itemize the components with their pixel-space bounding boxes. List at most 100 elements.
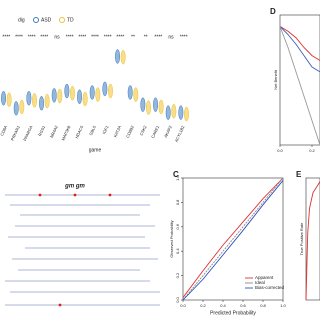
violin <box>184 106 189 122</box>
significance: **** <box>91 34 99 40</box>
point <box>58 303 62 307</box>
significance: **** <box>78 34 86 40</box>
line <box>305 181 320 301</box>
nomogram <box>5 193 160 307</box>
x-tick-label: KAT2A <box>112 124 122 138</box>
violin <box>102 81 108 97</box>
violin <box>178 105 184 120</box>
violin <box>13 101 19 116</box>
significance: **** <box>116 34 124 40</box>
violin <box>32 93 37 108</box>
x-tick-label: NR4A2 <box>49 124 59 139</box>
plot-frame <box>305 177 320 301</box>
panel-label: D <box>270 7 276 16</box>
line <box>279 26 320 73</box>
significance: **** <box>180 34 188 40</box>
violin <box>57 88 63 104</box>
significance: **** <box>154 34 162 40</box>
x-tick-label: PRKAR1 <box>10 124 22 141</box>
x-tick-label: RGS1 <box>37 124 46 137</box>
significance: ns <box>54 34 60 40</box>
x-tick-label: CD8A <box>0 124 8 136</box>
significance: ** <box>131 34 135 40</box>
significance: **** <box>40 34 48 40</box>
x-tick-label: 0.8 <box>260 303 266 308</box>
violin <box>19 99 25 115</box>
point <box>38 193 42 197</box>
legend-label: Ideal <box>255 280 265 285</box>
x-tick-label: CARE1 <box>150 124 160 139</box>
violin <box>6 92 12 107</box>
legend-label: Apparent <box>255 275 274 280</box>
violin <box>108 83 113 99</box>
violin <box>95 87 101 102</box>
panel-label: C <box>173 170 179 179</box>
x-axis-title: Predicted Probability <box>210 310 256 316</box>
x-tick-label: IGF1 <box>101 124 110 135</box>
x-tick-label: ACYL1B2 <box>174 124 186 143</box>
x-tick-label: 0.2 <box>309 148 315 153</box>
x-axis-title: game <box>89 147 102 153</box>
x-tick-label: PPARGA <box>22 124 34 141</box>
legend-swatch <box>33 17 39 23</box>
x-tick-label: 1.0 <box>280 303 286 308</box>
y-tick-label: 0.0 <box>175 296 180 302</box>
violin <box>120 49 126 65</box>
plot-frame <box>182 177 284 301</box>
violin <box>140 97 146 112</box>
violin <box>1 90 6 106</box>
violin <box>115 49 120 64</box>
y-tick-label: 0.6 <box>175 223 180 229</box>
x-tick-label: 0.2 <box>200 303 206 308</box>
violin <box>171 103 177 119</box>
line <box>279 25 320 61</box>
x-tick-label: 0.4 <box>220 303 226 308</box>
significance: **** <box>2 34 10 40</box>
significance: **** <box>104 34 112 40</box>
violin <box>82 91 88 107</box>
panel-label: E <box>296 170 302 179</box>
legend-title: dig <box>18 17 25 23</box>
violin <box>51 88 57 103</box>
violin <box>89 85 95 100</box>
y-tick-label: 0.8 <box>175 199 180 205</box>
significance: **** <box>15 34 23 40</box>
legend-label: ASD <box>41 17 52 23</box>
y-axis-title: Net Benefit <box>273 69 278 90</box>
line <box>182 177 284 301</box>
y-tick-label: 1.0 <box>175 174 180 180</box>
violin <box>26 90 32 106</box>
violin <box>39 96 44 111</box>
point <box>108 193 112 197</box>
significance: **** <box>28 34 36 40</box>
legend-label: TD <box>67 17 74 23</box>
violin <box>70 85 75 101</box>
y-tick-label: 0.4 <box>175 248 180 254</box>
violin <box>158 99 164 115</box>
significance: **** <box>66 34 74 40</box>
x-tick-label: 0.6 <box>240 303 246 308</box>
y-axis-title: Observed Probability <box>169 220 174 257</box>
x-tick-label: HDAC5 <box>74 124 85 139</box>
x-tick-label: 0.0 <box>180 303 186 308</box>
significance: ns <box>168 34 174 40</box>
violin <box>133 87 139 102</box>
point <box>73 193 77 197</box>
legend-label: Bias-corrected <box>255 285 285 290</box>
x-tick-label: 0.0 <box>277 148 283 153</box>
y-axis-title: True Positive Rate <box>299 222 304 256</box>
line <box>279 26 320 146</box>
nomogram-title: gm gm <box>64 184 85 190</box>
line <box>182 177 284 298</box>
violin <box>165 105 171 120</box>
legend-swatch <box>59 17 65 23</box>
violin <box>44 93 50 109</box>
y-tick-label: 0.2 <box>175 272 180 278</box>
violin <box>153 97 158 112</box>
x-tick-label: CSK2 <box>139 124 148 136</box>
x-tick-label: AKAP2 <box>163 124 173 139</box>
x-tick-label: MAP3K8 <box>60 124 72 141</box>
violin <box>77 89 82 105</box>
violin <box>127 85 133 100</box>
